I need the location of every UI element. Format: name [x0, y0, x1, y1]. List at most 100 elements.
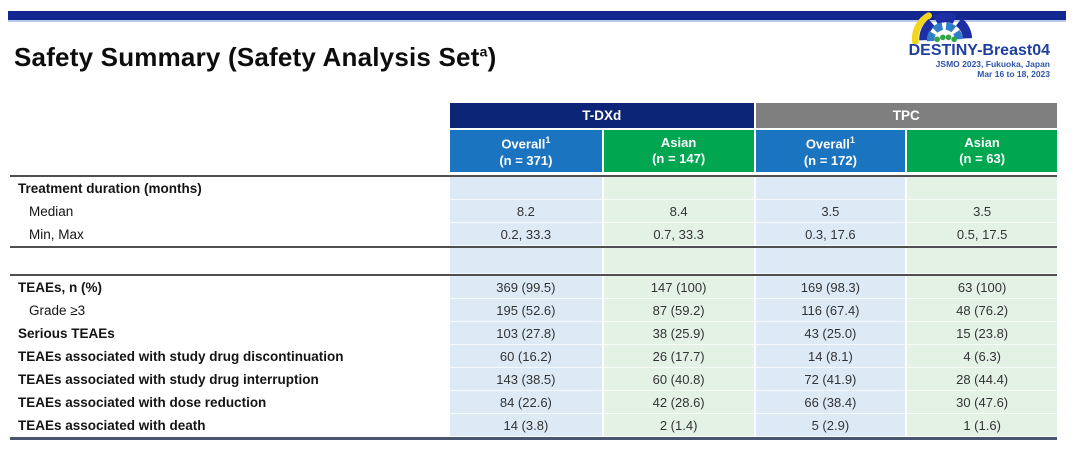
table-row: Median 8.2 8.4 3.5 3.5	[10, 200, 1057, 223]
group-header-t-dxd: T-DXd	[450, 103, 754, 128]
column-header-text: Asian	[964, 135, 1000, 150]
row-label: Median	[10, 200, 450, 223]
value-cell: 0.5, 17.5	[905, 223, 1057, 246]
column-header: Overall1 (n = 172)	[753, 130, 906, 172]
gap-spacer	[10, 248, 450, 274]
table-row: TEAEs associated with study drug interru…	[10, 368, 1057, 391]
column-header-sup: 1	[849, 135, 855, 145]
value-cell: 87 (59.2)	[601, 299, 754, 322]
logo-dates: Mar 16 to 18, 2023	[977, 69, 1050, 80]
value-cell: 0.7, 33.3	[601, 223, 754, 246]
value-cell: 60 (16.2)	[450, 345, 602, 368]
table-row: TEAEs associated with death 14 (3.8) 2 (1.…	[10, 414, 1057, 437]
value-cell: 8.2	[450, 200, 602, 223]
value-cell: 42 (28.6)	[601, 391, 754, 414]
study-logo: DESTINY-Breast04 JSMO 2023, Fukuoka, Jap…	[885, 10, 1050, 79]
column-header-row: Overall1 (n = 371) Asian (n = 147) Overall1(…	[10, 130, 1057, 172]
column-header: Overall1 (n = 371)	[450, 130, 602, 172]
value-cell	[753, 177, 906, 200]
row-label: TEAEs associated with study drug discont…	[10, 345, 450, 368]
column-header: Asian (n = 63)	[905, 130, 1057, 172]
value-cell: 3.5	[905, 200, 1057, 223]
value-cell: 2 (1.4)	[601, 414, 754, 437]
teae-section: TEAEs, n (%) 369 (99.5) 147 (100) 169 (98.3…	[10, 274, 1057, 440]
value-cell: 4 (6.3)	[905, 345, 1057, 368]
value-cell: 8.4	[601, 200, 754, 223]
column-header-n: (n = 172)	[803, 152, 857, 168]
header-spacer	[10, 130, 450, 172]
logo-conference: JSMO 2023, Fukuoka, Japan	[935, 59, 1050, 69]
value-cell: 0.2, 33.3	[450, 223, 602, 246]
section-gap-row	[10, 248, 1057, 274]
group-header-row: T-DXd TPC	[10, 103, 1057, 128]
value-cell	[601, 177, 754, 200]
page-title-close: )	[487, 42, 497, 72]
gap-cell	[601, 248, 754, 274]
value-cell: 3.5	[753, 200, 906, 223]
column-header-label: Asian	[907, 135, 1057, 151]
table-row: TEAEs associated with study drug discont…	[10, 345, 1057, 368]
row-label: Treatment duration (months)	[10, 177, 450, 200]
row-label: Min, Max	[10, 223, 450, 246]
value-cell: 48 (76.2)	[905, 299, 1057, 322]
group-header-tpc: TPC	[753, 103, 1057, 128]
value-cell	[905, 177, 1057, 200]
value-cell: 0.3, 17.6	[753, 223, 906, 246]
value-cell: 1 (1.6)	[905, 414, 1057, 437]
value-cell: 195 (52.6)	[450, 299, 602, 322]
top-accent-bar	[8, 11, 1066, 20]
column-header-text: Overall	[805, 136, 850, 152]
value-cell: 103 (27.8)	[450, 322, 602, 345]
column-header-sup: 1	[545, 135, 551, 145]
column-header-label: Overall1	[450, 135, 602, 153]
value-cell	[450, 177, 602, 200]
row-label: Grade ≥3	[10, 299, 450, 322]
value-cell: 369 (99.5)	[450, 276, 602, 299]
page-title: Safety Summary (Safety Analysis Seta)	[14, 42, 496, 73]
value-cell: 84 (22.6)	[450, 391, 602, 414]
column-header-n: (n = 63)	[959, 151, 1006, 167]
value-cell: 5 (2.9)	[753, 414, 906, 437]
table-row: Min, Max 0.2, 33.3 0.7, 33.3 0.3, 17.6 0.5, …	[10, 223, 1057, 246]
treatment-duration-section: Treatment duration (months) Median 8.2 8.4 3…	[10, 175, 1057, 248]
value-cell: 63 (100)	[905, 276, 1057, 299]
table-row: Serious TEAEs 103 (27.8) 38 (25.9) 43 (25.0…	[10, 322, 1057, 345]
value-cell: 66 (38.4)	[753, 391, 906, 414]
page-title-text: Safety Summary (Safety Analysis Set	[14, 42, 480, 72]
column-header-text: Overall	[501, 136, 546, 152]
column-header: Asian (n = 147)	[601, 130, 754, 172]
header-spacer	[10, 103, 450, 128]
value-cell: 169 (98.3)	[753, 276, 906, 299]
table-row: Treatment duration (months)	[10, 177, 1057, 200]
value-cell: 28 (44.4)	[905, 368, 1057, 391]
column-header-n: (n = 371)	[499, 152, 553, 168]
column-header-text: Asian	[660, 135, 697, 150]
value-cell: 147 (100)	[601, 276, 754, 299]
row-label: TEAEs associated with death	[10, 414, 450, 437]
value-cell: 30 (47.6)	[905, 391, 1057, 414]
logo-title: DESTINY-Breast04	[908, 42, 1050, 59]
value-cell: 143 (38.5)	[450, 368, 602, 391]
value-cell: 26 (17.7)	[601, 345, 754, 368]
column-header-label: Overall1	[756, 135, 906, 153]
value-cell: 43 (25.0)	[753, 322, 906, 345]
page-title-footnote-marker: a	[479, 43, 488, 60]
gap-cell	[450, 248, 602, 274]
value-cell: 38 (25.9)	[601, 322, 754, 345]
safety-table: T-DXd TPC Overall1 (n = 371) Asian (n = 147)…	[10, 103, 1057, 440]
row-label: TEAEs, n (%)	[10, 276, 450, 299]
column-header-n: (n = 147)	[652, 151, 706, 167]
value-cell: 15 (23.8)	[905, 322, 1057, 345]
row-label: TEAEs associated with study drug interru…	[10, 368, 450, 391]
value-cell: 60 (40.8)	[601, 368, 754, 391]
value-cell: 116 (67.4)	[753, 299, 906, 322]
column-header-label: Asian	[604, 135, 754, 151]
gap-cell	[905, 248, 1057, 274]
value-cell: 14 (8.1)	[753, 345, 906, 368]
destiny-fan-icon	[911, 12, 973, 44]
row-label: TEAEs associated with dose reduction	[10, 391, 450, 414]
value-cell: 14 (3.8)	[450, 414, 602, 437]
value-cell: 72 (41.9)	[753, 368, 906, 391]
table-row: TEAEs associated with dose reduction 84 (…	[10, 391, 1057, 414]
